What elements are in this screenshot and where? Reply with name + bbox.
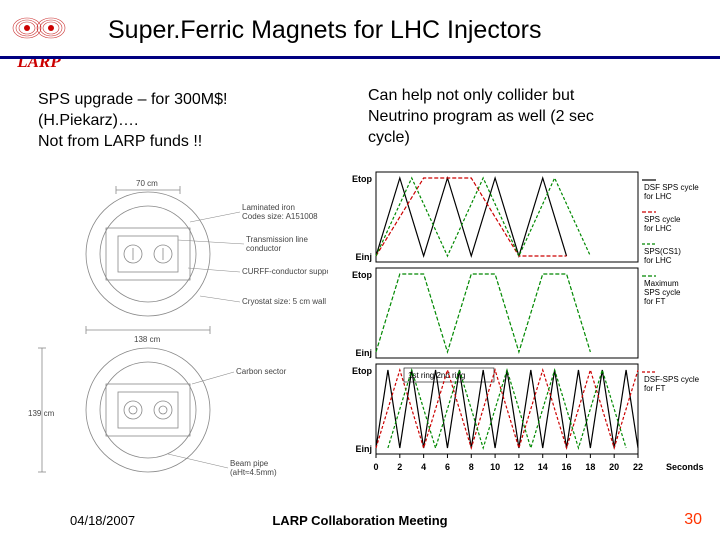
- label-cryostat: Cryostat size: 5 cm wall: [242, 297, 326, 306]
- svg-text:Maximum: Maximum: [644, 279, 679, 288]
- svg-text:14: 14: [538, 462, 548, 472]
- svg-text:SPS(CS1): SPS(CS1): [644, 247, 681, 256]
- svg-text:SPS cycle: SPS cycle: [644, 288, 681, 297]
- svg-text:8: 8: [469, 462, 474, 472]
- svg-text:for LHC: for LHC: [644, 224, 672, 233]
- svg-text:Transmission lineconductor: Transmission lineconductor: [246, 235, 308, 253]
- svg-text:DSF-SPS cycle: DSF-SPS cycle: [644, 375, 700, 384]
- right-line2: Neutrino program as well (2 sec: [368, 107, 708, 128]
- svg-text:16: 16: [562, 462, 572, 472]
- svg-text:2: 2: [397, 462, 402, 472]
- logo-text: LARP: [17, 52, 60, 72]
- svg-text:Etop: Etop: [352, 174, 372, 184]
- slide-title: Super.Ferric Magnets for LHC Injectors: [78, 0, 720, 45]
- right-text-block: Can help not only collider but Neutrino …: [368, 86, 708, 148]
- magnet-cross-section-diagram: 70 cm Laminated ironCodes size: A151008 …: [28, 172, 328, 492]
- sps-cycle-chart: EtopEinjDSF SPS cyclefor LHCSPS cyclefor…: [340, 168, 708, 478]
- slide-footer: 04/18/2007 LARP Collaboration Meeting 30: [0, 506, 720, 534]
- right-line1: Can help not only collider but: [368, 86, 708, 107]
- footer-center: LARP Collaboration Meeting: [0, 513, 720, 528]
- svg-text:Seconds: Seconds: [666, 462, 704, 472]
- svg-text:22: 22: [633, 462, 643, 472]
- svg-text:Einj: Einj: [355, 252, 372, 262]
- label-carbon: Carbon sector: [236, 367, 287, 376]
- larp-logo: LARP: [0, 0, 78, 84]
- dim-width-top: 70 cm: [136, 179, 158, 188]
- dim-width-main: 138 cm: [134, 335, 161, 344]
- slide-content: SPS upgrade – for 300M$! (H.Piekarz)…. N…: [28, 90, 704, 500]
- left-line3: Not from LARP funds !!: [38, 132, 338, 153]
- dim-height: 139 cm: [28, 409, 55, 418]
- left-text-block: SPS upgrade – for 300M$! (H.Piekarz)…. N…: [38, 90, 338, 152]
- svg-text:for FT: for FT: [644, 297, 665, 306]
- svg-text:4: 4: [421, 462, 426, 472]
- svg-text:12: 12: [514, 462, 524, 472]
- svg-text:0: 0: [373, 462, 378, 472]
- svg-text:Einj: Einj: [355, 444, 372, 454]
- svg-text:Einj: Einj: [355, 348, 372, 358]
- svg-text:10: 10: [490, 462, 500, 472]
- label-support: CURFF-conductor support: [242, 267, 328, 276]
- svg-text:for FT: for FT: [644, 384, 665, 393]
- svg-text:6: 6: [445, 462, 450, 472]
- left-line1: SPS upgrade – for 300M$!: [38, 90, 338, 111]
- title-underline: [0, 56, 720, 59]
- slide-header: LARP Super.Ferric Magnets for LHC Inject…: [0, 0, 720, 84]
- svg-text:DSF SPS cycle: DSF SPS cycle: [644, 183, 699, 192]
- svg-text:20: 20: [609, 462, 619, 472]
- logo-magnet-icon: [9, 6, 69, 50]
- svg-text:for LHC: for LHC: [644, 192, 672, 201]
- svg-text:Etop: Etop: [352, 270, 372, 280]
- svg-text:for LHC: for LHC: [644, 256, 672, 265]
- svg-text:18: 18: [585, 462, 595, 472]
- left-line2: (H.Piekarz)….: [38, 111, 338, 132]
- svg-text:SPS cycle: SPS cycle: [644, 215, 681, 224]
- svg-text:Etop: Etop: [352, 366, 372, 376]
- svg-text:Beam pipe(aHt≈4.5mm): Beam pipe(aHt≈4.5mm): [230, 459, 277, 477]
- footer-page-number: 30: [684, 511, 702, 529]
- svg-text:Laminated ironCodes size: A151: Laminated ironCodes size: A151008: [242, 203, 318, 221]
- right-line3: cycle): [368, 128, 708, 149]
